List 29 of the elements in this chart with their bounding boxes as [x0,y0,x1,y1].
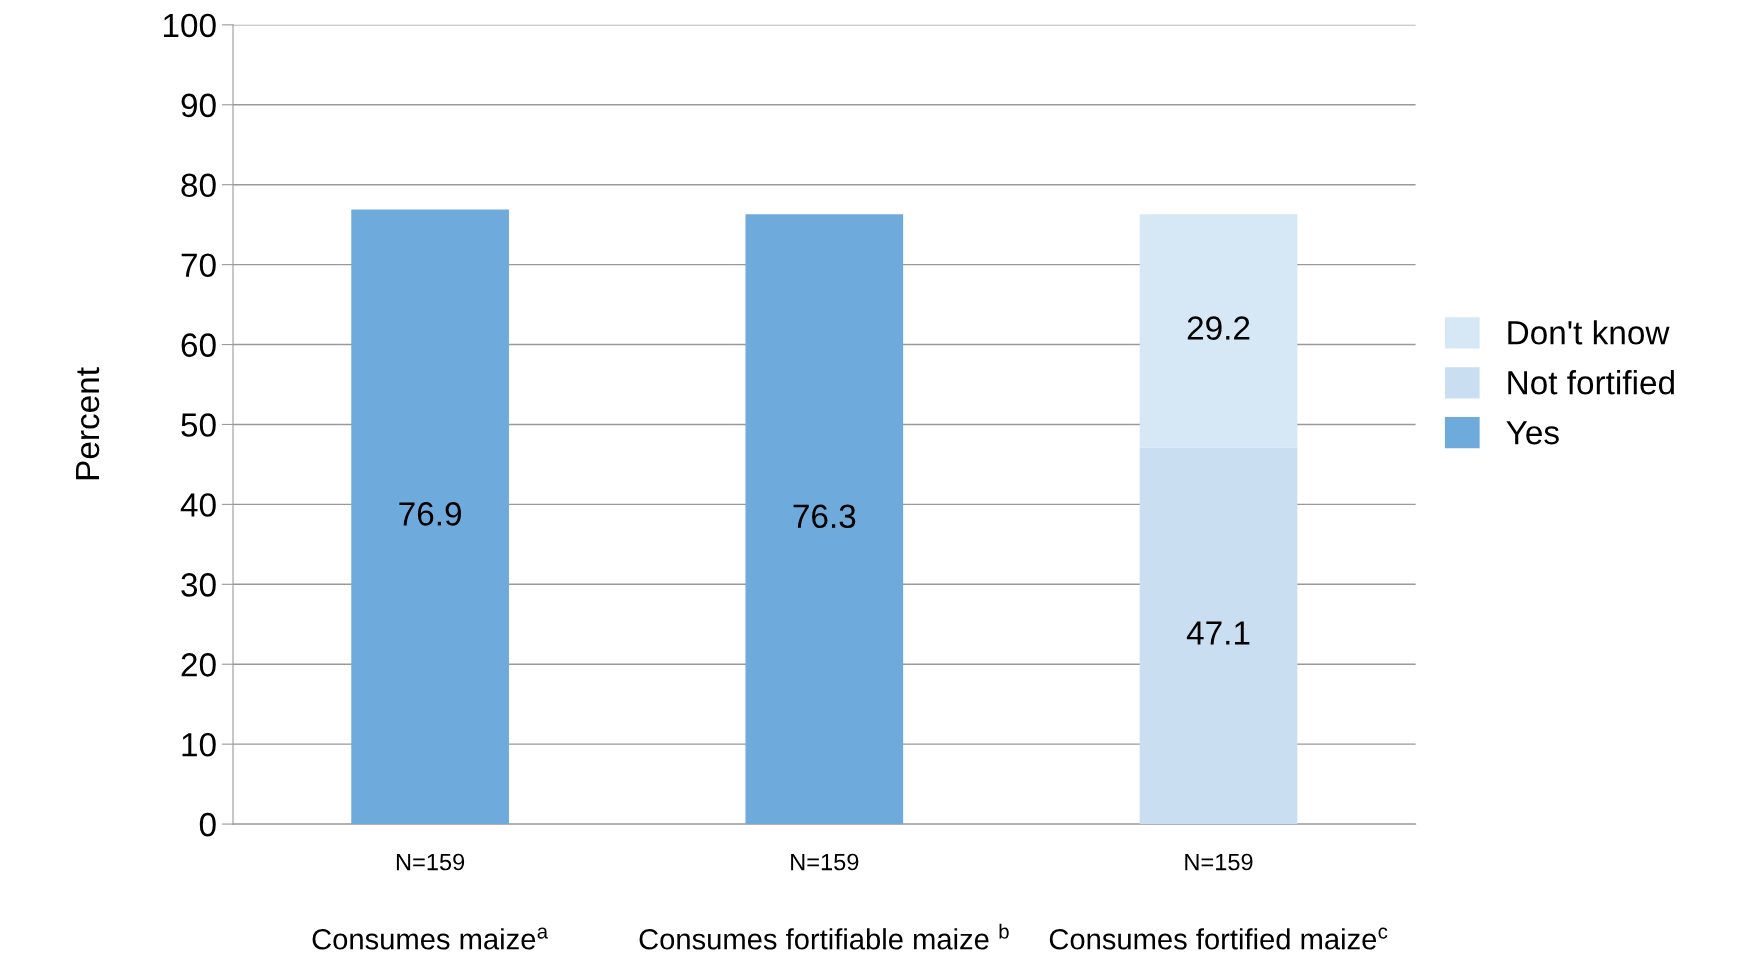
y-tick-label: 100 [163,13,216,38]
text: N=159 [791,853,859,871]
x-tick-label: Consumes maize$^{a}$ [312,927,549,950]
y-tick-label: 50 [181,413,216,437]
bar [351,209,509,825]
y-axis-title: Percent [76,367,100,480]
bar [745,214,904,825]
legend-label: Yes [1506,421,1559,445]
y-tick-label: 60 [181,333,216,357]
y-tick-label: 80 [181,173,216,198]
legend-label: Not fortified [1508,370,1674,395]
y-tick-label: 70 [181,253,216,278]
data-label: 29.2 [1187,316,1250,340]
y-tick-label: 0 [199,812,216,837]
x-tick-label: Consumes fortifiable maize $^{b}$ [639,923,1009,950]
y-tick-label: 30 [181,573,216,597]
y-tick-label: 40 [180,493,216,517]
data-label: 76.9 [399,502,461,526]
data-label: 47.1 [1186,621,1250,645]
x-tick-label: Consumes fortified maize$^{c}$ [1049,927,1388,950]
y-tick-label: 20 [181,653,216,677]
text: N=159 [1185,853,1253,871]
data-label: 76.3 [793,504,856,529]
y-tick-label: 90 [181,93,216,118]
text: N=159 [396,853,465,871]
bar [1139,214,1298,448]
y-tick-label: 10 [182,732,216,757]
legend-label: Don't know [1508,320,1670,345]
bar [1139,447,1298,825]
